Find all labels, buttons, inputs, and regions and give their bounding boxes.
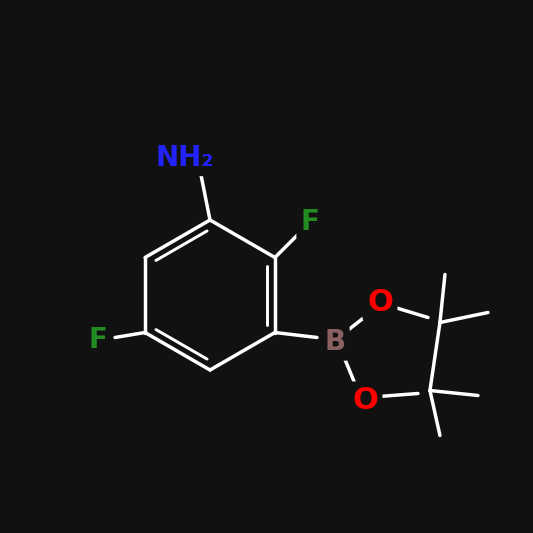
Text: F: F <box>88 327 108 354</box>
Text: O: O <box>352 386 378 415</box>
Text: O: O <box>367 288 393 317</box>
Text: NH₂: NH₂ <box>156 144 214 172</box>
Text: B: B <box>325 328 345 357</box>
Text: F: F <box>301 208 319 237</box>
